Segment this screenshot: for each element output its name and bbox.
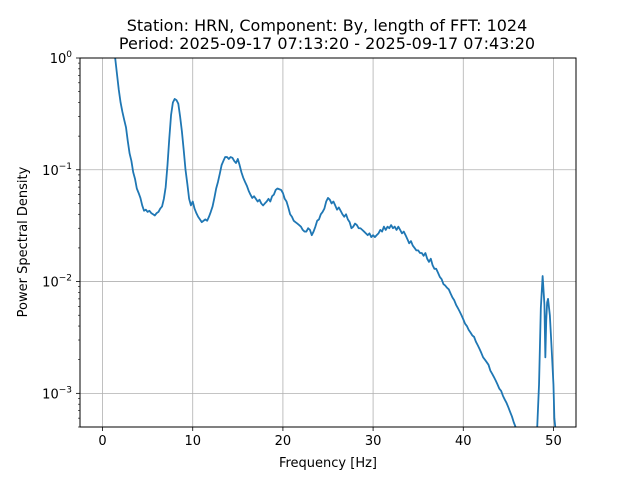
series-line-1 [536,275,557,427]
x-tick-label: 30 [365,434,382,449]
grid-lines [80,58,576,427]
x-tick-label: 20 [275,434,292,449]
series-layer [114,58,557,427]
x-axis-label: Frequency [Hz] [279,456,377,471]
x-tick-label: 50 [545,434,562,449]
chart-title-line1: Station: HRN, Component: By, length of F… [127,16,528,35]
x-tick-label: 0 [98,434,106,449]
y-axis-label: Power Spectral Density [16,166,31,317]
chart-title-line2: Period: 2025-09-17 07:13:20 - 2025-09-17… [119,34,535,53]
y-axis-ticks: 10−3 10−2 10−1 100 [42,50,80,428]
y-tick-label: 10−1 [42,162,72,179]
x-axis-ticks: 0 10 20 30 40 50 [98,427,562,449]
y-tick-label: 10−2 [42,274,72,291]
x-tick-label: 10 [184,434,201,449]
plot-frame [79,57,577,428]
y-tick-label: 100 [50,50,73,67]
series-line-0 [114,58,517,427]
y-tick-label: 10−3 [42,385,72,402]
x-tick-label: 40 [455,434,472,449]
